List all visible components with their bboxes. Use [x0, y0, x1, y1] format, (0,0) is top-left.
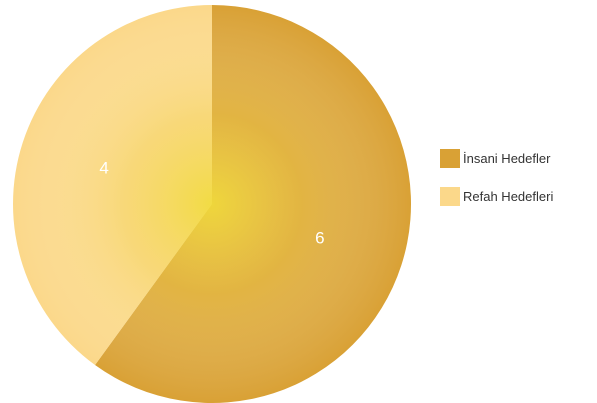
slice-value-label-insani-hedefler: 6 — [315, 229, 324, 248]
legend-label-insani-hedefler: İnsani Hedefler — [463, 150, 551, 166]
legend: İnsani Hedefler Refah Hedefleri — [440, 148, 553, 224]
slice-labels: 64 — [99, 158, 324, 247]
slice-value-label-refah-hedefleri: 4 — [99, 158, 108, 177]
legend-swatch-refah-hedefleri — [440, 186, 460, 206]
legend-item-refah-hedefleri[interactable]: Refah Hedefleri — [440, 186, 553, 206]
pie-slices — [13, 5, 411, 403]
legend-swatch-insani-hedefler — [440, 148, 460, 168]
legend-label-refah-hedefleri: Refah Hedefleri — [463, 188, 554, 204]
legend-item-insani-hedefler[interactable]: İnsani Hedefler — [440, 148, 553, 168]
